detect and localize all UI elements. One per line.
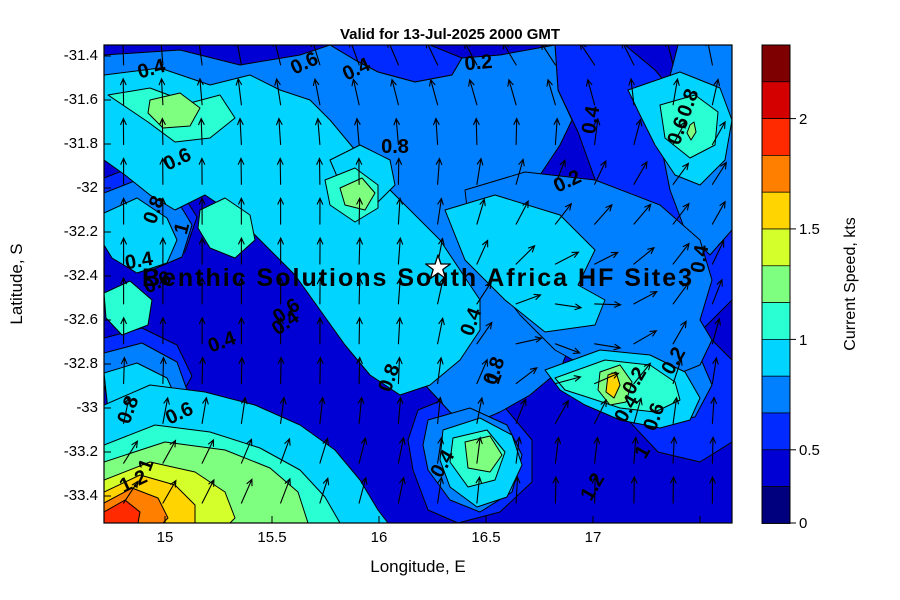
svg-text:0.8: 0.8 — [381, 136, 409, 158]
svg-text:15.5: 15.5 — [257, 529, 286, 546]
svg-text:1: 1 — [799, 332, 807, 349]
svg-text:16.5: 16.5 — [471, 529, 500, 546]
svg-text:-31.8: -31.8 — [64, 135, 98, 152]
svg-text:-33.4: -33.4 — [64, 487, 98, 504]
svg-text:-32: -32 — [76, 179, 98, 196]
svg-text:-32.4: -32.4 — [64, 267, 98, 284]
svg-text:0.5: 0.5 — [799, 442, 820, 459]
svg-text:-33.2: -33.2 — [64, 443, 98, 460]
svg-text:Benthic Solutions South Africa: Benthic Solutions South Africa HF Site3 — [142, 264, 694, 292]
svg-text:Latitude, S: Latitude, S — [7, 243, 26, 324]
svg-text:-33: -33 — [76, 399, 98, 416]
svg-text:16: 16 — [371, 529, 388, 546]
svg-text:Longitude, E: Longitude, E — [370, 557, 465, 576]
svg-text:2: 2 — [799, 111, 807, 128]
svg-text:Current Speed, kts: Current Speed, kts — [842, 217, 859, 350]
svg-text:0: 0 — [799, 515, 807, 532]
svg-text:-31.6: -31.6 — [64, 91, 98, 108]
svg-text:1.5: 1.5 — [799, 221, 820, 238]
svg-text:-32.2: -32.2 — [64, 223, 98, 240]
svg-text:-32.8: -32.8 — [64, 355, 98, 372]
svg-text:-32.6: -32.6 — [64, 311, 98, 328]
svg-text:15: 15 — [157, 529, 174, 546]
svg-text:-31.4: -31.4 — [64, 47, 98, 64]
svg-text:0.2: 0.2 — [464, 51, 494, 75]
svg-text:17: 17 — [585, 529, 602, 546]
